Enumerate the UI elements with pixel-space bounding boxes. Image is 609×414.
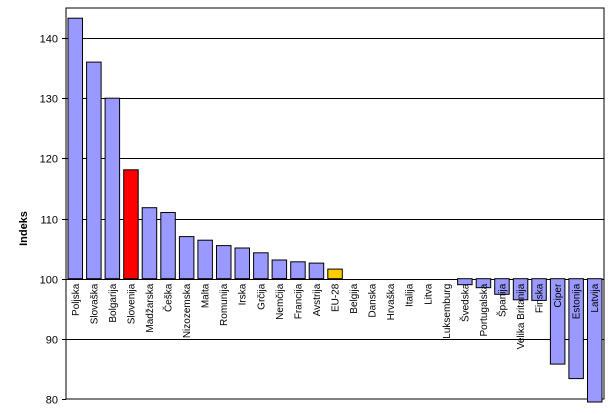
category-label: Slovaška — [89, 283, 100, 324]
category-label: Velika Britanija — [516, 283, 527, 349]
y-tick-label: 80 — [46, 395, 58, 407]
bar-francija — [290, 261, 306, 280]
bar-slovaška — [86, 61, 102, 280]
bar-latvija — [587, 278, 603, 403]
category-label: Italija — [405, 283, 416, 307]
y-tick-label: 130 — [40, 94, 58, 106]
category-label: Nemčija — [275, 283, 286, 320]
bar-slovenija — [123, 169, 139, 280]
category-label: Luksemburg — [442, 284, 453, 339]
y-tick-label: 120 — [40, 154, 58, 166]
bar-švedska — [457, 278, 473, 286]
category-label: Ciper — [553, 283, 564, 308]
category-label: Latvija — [590, 283, 601, 312]
bar-finska — [531, 278, 547, 301]
bar-avstrija — [308, 262, 325, 280]
category-label: Finska — [535, 283, 546, 313]
category-label: EU-28 — [331, 283, 342, 312]
bar-estonija — [568, 278, 584, 380]
y-axis-label: Indeks — [18, 211, 30, 246]
category-label: Malta — [201, 283, 212, 308]
bar-češka — [160, 212, 176, 280]
bar-velika-britanija — [512, 278, 529, 301]
bar-španija — [494, 278, 510, 295]
category-label: Švedska — [458, 283, 471, 322]
category-label: Nizozemska — [182, 283, 193, 338]
y-tick-label: 140 — [40, 34, 58, 46]
y-tick-labels: 80 90 100 110 120 130 140 — [40, 34, 58, 407]
category-labels: Poljska Slovaška Bolgarija Slovenija Madžars… — [71, 283, 601, 349]
bar-poljska — [67, 17, 83, 280]
plot-frame — [65, 7, 605, 400]
bar-ciper — [549, 278, 566, 365]
category-label: Slovenija — [126, 283, 137, 324]
category-label: Irska — [238, 283, 249, 305]
y-tick-label: 90 — [46, 335, 58, 347]
category-label: Avstrija — [312, 283, 323, 316]
category-label: Belgija — [349, 283, 360, 313]
category-label: Grčija — [256, 283, 267, 310]
bar-nemčija — [271, 259, 288, 280]
category-label: Bolgarija — [108, 283, 119, 322]
bar-malta — [197, 239, 213, 280]
category-label: Španija — [496, 283, 509, 317]
bars — [67, 17, 603, 403]
bar-bolgarija — [104, 97, 121, 280]
bar-portugalska — [475, 278, 492, 289]
bar-grčija — [253, 252, 269, 280]
category-label: Hrvaška — [386, 283, 397, 320]
bar-madžarska — [141, 207, 158, 280]
category-label: Češka — [162, 283, 175, 312]
bar-nizozemska — [178, 236, 195, 280]
category-label: Romunija — [219, 283, 230, 326]
bar-irska — [234, 247, 250, 280]
category-label: Francija — [293, 283, 304, 319]
bar-eu-28 — [327, 268, 343, 280]
category-label: Poljska — [71, 283, 82, 316]
y-tick-label: 110 — [40, 215, 58, 227]
category-label: Estonija — [572, 283, 583, 319]
category-label: Portugalska — [479, 283, 490, 336]
category-label: Madžarska — [145, 283, 156, 332]
category-label: Litva — [423, 283, 434, 305]
category-label: Danska — [368, 283, 379, 317]
y-tick-label: 100 — [40, 275, 58, 287]
bar-romunija — [216, 245, 232, 280]
